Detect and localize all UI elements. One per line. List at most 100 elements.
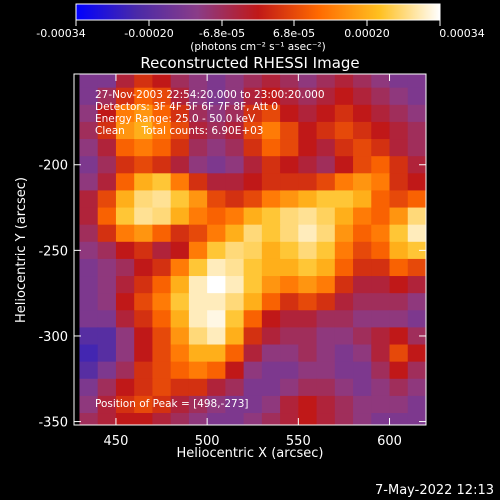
heatmap-cell	[371, 173, 391, 192]
heatmap-cell	[134, 395, 154, 414]
heatmap-cell	[280, 276, 299, 294]
heatmap-cell	[79, 344, 99, 363]
heatmap-cell	[152, 207, 172, 226]
colorbar-tick-label: 6.8e-05	[273, 27, 315, 40]
heatmap-cell	[188, 378, 208, 397]
heatmap-cell	[261, 378, 281, 397]
heatmap-cell	[407, 327, 426, 346]
heatmap-cell	[353, 74, 372, 89]
heatmap-cell	[389, 173, 409, 192]
y-tick-label: -300	[38, 330, 68, 345]
heatmap-cell	[79, 258, 99, 277]
heatmap-cell	[115, 310, 135, 328]
heatmap-cell	[371, 395, 391, 414]
heatmap-cell	[79, 139, 99, 157]
heatmap-cell	[298, 173, 318, 192]
date-stamp: 7-May-2022 12:13	[375, 483, 494, 498]
heatmap-cell	[407, 241, 426, 260]
heatmap-cell	[79, 121, 99, 140]
heatmap-cell	[371, 327, 391, 346]
heatmap-cell	[79, 74, 99, 89]
heatmap-cell	[316, 87, 336, 106]
heatmap-cell	[152, 310, 172, 328]
heatmap-cell	[371, 104, 391, 123]
peak-position-label: Position of Peak = [498,-273]	[95, 398, 249, 410]
heatmap-cell	[280, 258, 299, 277]
colorbar-tick-label: -6.8e-05	[199, 27, 245, 40]
heatmap-cell	[407, 173, 426, 192]
heatmap-cell	[170, 361, 190, 380]
heatmap-cell	[389, 104, 409, 123]
heatmap-cell	[115, 121, 135, 140]
heatmap-cell	[261, 173, 281, 192]
heatmap-cell	[334, 207, 354, 226]
heatmap-cell	[353, 190, 372, 209]
heatmap-cell	[407, 121, 426, 140]
heatmap-cell	[152, 327, 172, 346]
chart-title: Reconstructed RHESSI Image	[140, 54, 359, 72]
heatmap-cell	[97, 241, 117, 260]
heatmap-cell	[298, 413, 318, 425]
heatmap-cell	[188, 258, 208, 277]
heatmap-cell	[97, 74, 117, 89]
heatmap-cell	[371, 121, 391, 140]
heatmap-cell	[334, 224, 354, 243]
heatmap-cell	[407, 156, 426, 174]
heatmap-cell	[115, 207, 135, 226]
heatmap-cell	[334, 190, 354, 209]
heatmap-cell	[170, 378, 190, 397]
heatmap-cell	[243, 156, 263, 174]
heatmap-cell	[353, 156, 372, 174]
heatmap-cell	[407, 74, 426, 89]
heatmap-cell	[407, 344, 426, 363]
heatmap-cell	[261, 293, 281, 311]
heatmap-cell	[280, 173, 299, 192]
heatmap-cell	[298, 87, 318, 106]
heatmap-cell	[334, 87, 354, 106]
heatmap-cell	[134, 74, 154, 89]
heatmap-cell	[371, 156, 391, 174]
heatmap-cell	[407, 190, 426, 209]
heatmap-cell	[298, 395, 318, 414]
heatmap-cell	[298, 327, 318, 346]
heatmap-cell	[334, 139, 354, 157]
observation-info: 27-Nov-2003 22:54:20.000 to 23:00:20.000…	[95, 89, 325, 137]
heatmap-cell	[261, 190, 281, 209]
heatmap-cell	[188, 87, 208, 106]
heatmap-cell	[243, 139, 263, 157]
heatmap-cell	[334, 104, 354, 123]
heatmap-cell	[170, 74, 190, 89]
heatmap-cell	[371, 87, 391, 106]
heatmap-cell	[152, 413, 172, 425]
heatmap-cell	[134, 310, 154, 328]
heatmap-cell	[280, 156, 299, 174]
heatmap-cell	[407, 207, 426, 226]
heatmap-cell	[170, 327, 190, 346]
heatmap-cell	[280, 121, 299, 140]
heatmap-cell	[353, 258, 372, 277]
heatmap-cell	[225, 121, 245, 140]
heatmap-cell	[371, 74, 391, 89]
heatmap-cell	[170, 156, 190, 174]
heatmap-cell	[225, 173, 245, 192]
heatmap-cell	[316, 190, 336, 209]
heatmap-cell	[97, 190, 117, 209]
heatmap-cell	[407, 293, 426, 311]
heatmap-cell	[79, 224, 99, 243]
heatmap-cell	[280, 190, 299, 209]
heatmap-cell	[243, 395, 263, 414]
heatmap-cell	[152, 258, 172, 277]
colorbar-tick-label: 0.00020	[344, 27, 390, 40]
heatmap-cell	[353, 395, 372, 414]
heatmap-cell	[79, 413, 99, 425]
heatmap-cell	[371, 293, 391, 311]
heatmap-cell	[79, 293, 99, 311]
heatmap-cell	[407, 361, 426, 380]
heatmap-cell	[243, 173, 263, 192]
heatmap-cell	[298, 207, 318, 226]
heatmap-cell	[97, 121, 117, 140]
heatmap-cell	[170, 258, 190, 277]
heatmap-cell	[371, 413, 391, 425]
heatmap-cell	[152, 173, 172, 192]
